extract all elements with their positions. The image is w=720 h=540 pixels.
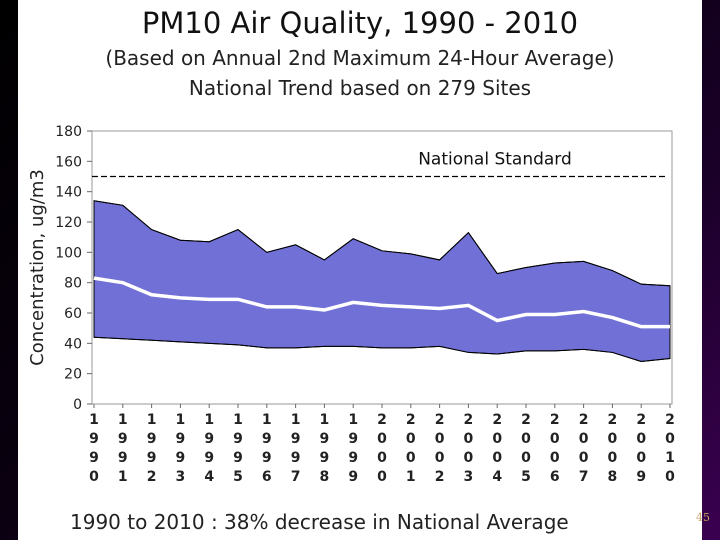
- chart-subtitle-basis: (Based on Annual 2nd Maximum 24-Hour Ave…: [105, 46, 615, 70]
- chart-subtitle-sites: National Trend based on 279 Sites: [188, 76, 532, 100]
- y-tick-label: 80: [64, 276, 82, 292]
- y-tick-label: 20: [64, 367, 82, 383]
- y-tick-label: 0: [73, 397, 82, 413]
- y-tick-label: 40: [64, 336, 82, 352]
- y-tick-label: 120: [55, 215, 82, 231]
- y-axis-label: Concentration, ug/m3: [27, 169, 48, 366]
- summary-footer: 1990 to 2010 : 38% decrease in National …: [70, 510, 569, 534]
- y-tick-label: 160: [55, 154, 82, 170]
- national-standard-label: National Standard: [418, 149, 572, 169]
- series-line-10th-percentile: [93, 336, 671, 363]
- y-tick-label: 180: [55, 124, 82, 140]
- page-number: 45: [696, 511, 710, 524]
- y-tick-label: 60: [64, 306, 82, 322]
- chart-title: PM10 Air Quality, 1990 - 2010: [141, 6, 579, 40]
- series-line-national-average: [93, 276, 670, 329]
- series-line-90th-percentile: [93, 200, 671, 287]
- percentile-band: [93, 200, 671, 363]
- y-tick-label: 140: [55, 185, 82, 201]
- y-tick-label: 100: [55, 245, 82, 261]
